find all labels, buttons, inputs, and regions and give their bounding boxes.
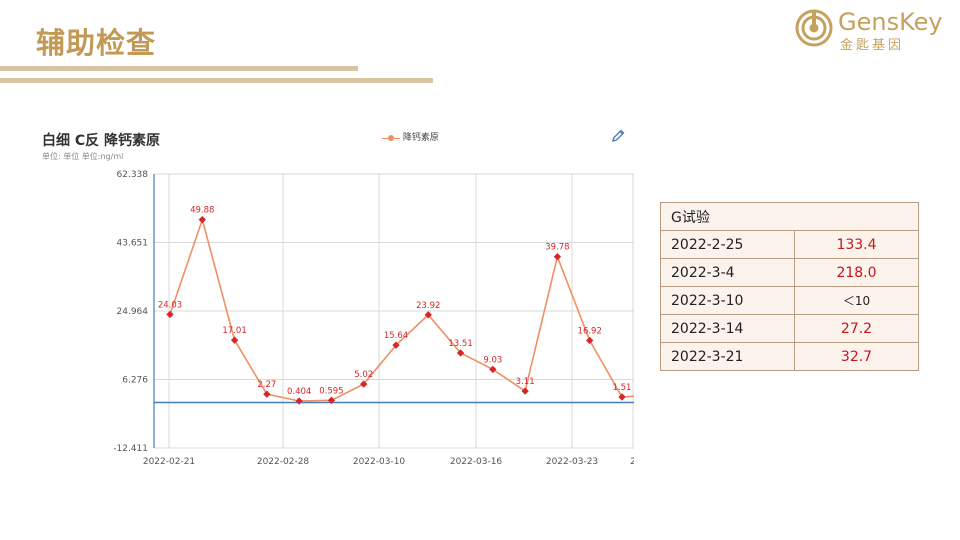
pct-chart: 白细 C反 降钙素原 单位: 单位 单位:ng/ml 降钙素原 62.338 43… <box>36 122 634 472</box>
y-tick-label: 6.276 <box>122 376 148 386</box>
data-label: 2.27 <box>257 380 276 390</box>
table-header: G试验 <box>660 202 919 231</box>
data-label: 5.02 <box>354 370 373 380</box>
edit-pencil-icon[interactable] <box>610 128 626 144</box>
data-label: 13.51 <box>448 339 472 349</box>
g-test-table: G试验 2022-2-25 133.4 2022-3-4 218.0 2022-… <box>660 202 919 371</box>
table-row: 2022-2-25 133.4 <box>660 230 919 259</box>
data-point <box>295 397 303 405</box>
data-label: 39.78 <box>545 243 569 253</box>
y-tick-label: 24.964 <box>117 307 149 317</box>
data-point <box>327 396 336 405</box>
row-value: 32.7 <box>794 342 919 371</box>
row-value: ＜10 <box>794 286 919 315</box>
table-row: 2022-3-10 ＜10 <box>660 286 919 315</box>
row-value: 218.0 <box>794 258 919 287</box>
chart-legend[interactable]: 降钙素原 <box>382 130 439 143</box>
x-tick-label: 2022-02-28 <box>257 457 310 467</box>
data-label: 24.03 <box>158 300 182 310</box>
chart-plot: 62.338 43.651 24.964 6.276 -12.411 2022-02-21… <box>113 170 634 467</box>
y-tick-label: -12.411 <box>113 444 148 454</box>
logo-text: GensKey <box>838 8 943 36</box>
row-value: 133.4 <box>794 230 919 259</box>
x-tick-label: 2022-03-16 <box>450 457 503 467</box>
data-point <box>553 253 562 261</box>
data-label: 3.11 <box>516 377 535 387</box>
table-row: 2022-3-21 32.7 <box>660 342 919 371</box>
row-date: 2022-3-4 <box>660 258 795 287</box>
data-point <box>424 311 432 319</box>
row-date: 2022-3-14 <box>660 314 795 343</box>
slide-title: 辅助检查 <box>36 26 157 60</box>
table-row: 2022-3-4 218.0 <box>660 258 919 287</box>
data-label: 9.03 <box>483 355 502 365</box>
data-point <box>489 365 497 374</box>
series-line <box>169 216 634 402</box>
title-underline-upper <box>0 66 358 71</box>
data-point <box>618 393 626 401</box>
chart-unit: 单位: 单位 单位:ng/ml <box>42 152 124 161</box>
y-tick-label: 62.338 <box>117 170 149 180</box>
data-label: 23.92 <box>416 301 440 311</box>
genskey-logo: GensKey 金匙基因 <box>794 6 954 53</box>
y-tick-label: 43.651 <box>117 238 149 248</box>
data-label: 0.595 <box>319 386 343 396</box>
data-point <box>198 215 206 224</box>
data-label: 0.404 <box>287 387 311 397</box>
data-label: 15.64 <box>384 331 408 341</box>
logo-subtext: 金匙基因 <box>840 38 905 53</box>
table-header-row: G试验 <box>660 202 919 231</box>
row-date: 2022-2-25 <box>660 230 795 259</box>
data-point <box>263 390 271 398</box>
x-tick-label: 2022-03-10 <box>353 457 406 467</box>
data-point <box>360 380 368 388</box>
legend-label: 降钙素原 <box>402 133 439 143</box>
chart-title: 白细 C反 降钙素原 <box>42 133 161 149</box>
logo-emblem-icon <box>795 9 833 47</box>
row-date: 2022-3-10 <box>660 286 795 315</box>
title-underline-lower <box>0 78 433 83</box>
data-label: 16.92 <box>578 326 602 336</box>
data-point <box>230 336 239 344</box>
table-row: 2022-3-14 27.2 <box>660 314 919 343</box>
x-tick-label: 2022-03-23 <box>546 457 598 467</box>
legend-line-marker-icon <box>382 134 400 142</box>
data-point <box>456 349 465 357</box>
row-value: 27.2 <box>794 314 919 343</box>
data-point <box>166 310 174 319</box>
data-label: 17.01 <box>222 326 246 336</box>
data-point <box>521 387 529 395</box>
row-date: 2022-3-21 <box>660 342 795 371</box>
data-point <box>586 336 594 345</box>
x-tick-label: 2022-02-21 <box>143 457 195 467</box>
x-tick-label: 2 <box>630 457 634 467</box>
data-label: 1.51 <box>613 383 632 393</box>
data-label: 49.88 <box>190 206 214 216</box>
